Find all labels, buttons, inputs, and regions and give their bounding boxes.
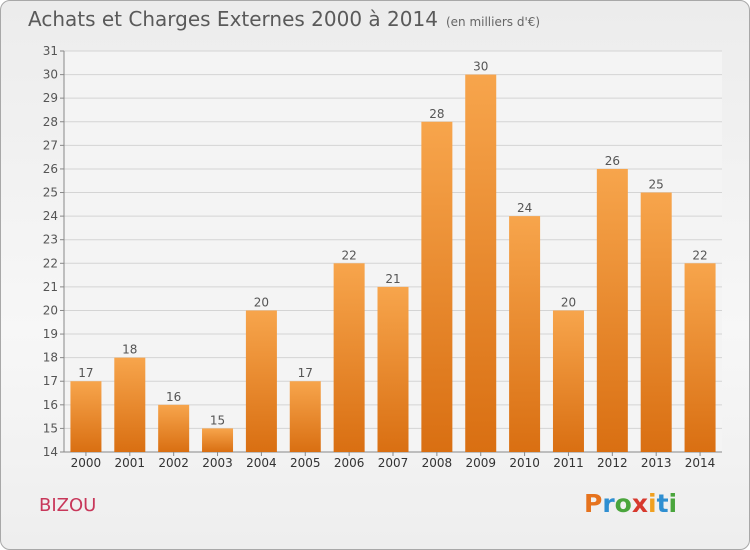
logo-letter: r	[602, 489, 615, 518]
data-label: 26	[605, 154, 620, 168]
y-tick-label: 25	[43, 186, 58, 200]
y-tick-label: 26	[43, 162, 58, 176]
y-tick-label: 23	[43, 233, 58, 247]
y-tick-label: 21	[43, 280, 58, 294]
data-label: 15	[210, 413, 225, 427]
chart-title: Achats et Charges Externes 2000 à 2014 (e…	[28, 7, 540, 31]
x-tick-label: 2010	[509, 456, 540, 470]
x-tick-label: 2014	[685, 456, 716, 470]
x-tick-label: 2000	[71, 456, 102, 470]
data-label: 24	[517, 201, 532, 215]
y-tick-label: 27	[43, 138, 58, 152]
y-tick-label: 20	[43, 303, 58, 317]
bar-2009	[465, 74, 497, 453]
y-tick-label: 22	[43, 256, 58, 270]
bar-2008	[421, 121, 453, 452]
logo-letter: i	[648, 489, 657, 518]
x-tick-label: 2007	[378, 456, 409, 470]
y-tick-label: 24	[43, 209, 58, 223]
logo-letter: P	[584, 489, 603, 518]
logo-letter: i	[668, 489, 678, 518]
x-tick-label: 2001	[115, 456, 146, 470]
data-label: 28	[429, 107, 444, 121]
data-label: 17	[78, 366, 93, 380]
data-label: 21	[385, 272, 400, 286]
bar-2002	[158, 404, 190, 452]
data-label: 16	[166, 390, 181, 404]
bar-2010	[509, 216, 541, 452]
x-tick-label: 2004	[246, 456, 277, 470]
x-tick-label: 2002	[158, 456, 189, 470]
bar-2013	[640, 192, 672, 452]
bar-2014	[684, 263, 716, 452]
bar-2003	[202, 428, 234, 452]
data-label: 20	[561, 295, 576, 309]
y-tick-label: 16	[43, 398, 58, 412]
logo-letter: o	[614, 489, 632, 518]
bar-2001	[114, 357, 146, 452]
data-label: 17	[298, 366, 313, 380]
y-tick-label: 19	[43, 327, 58, 341]
x-tick-label: 2013	[641, 456, 672, 470]
bar-2006	[333, 263, 365, 452]
y-tick-label: 31	[43, 44, 58, 58]
x-tick-label: 2011	[553, 456, 584, 470]
data-label: 18	[122, 343, 137, 357]
y-tick-label: 30	[43, 68, 58, 82]
chart-title-text: Achats et Charges Externes 2000 à 2014	[28, 7, 438, 31]
x-tick-label: 2008	[422, 456, 453, 470]
data-label: 22	[341, 248, 356, 262]
x-tick-label: 2003	[202, 456, 233, 470]
logo-letter: t	[656, 489, 669, 518]
y-tick-label: 18	[43, 351, 58, 365]
x-tick-label: 2005	[290, 456, 321, 470]
bar-2011	[552, 310, 584, 452]
data-label: 25	[649, 178, 664, 192]
chart-subtitle: (en milliers d'€)	[445, 15, 541, 29]
data-label: 20	[254, 295, 269, 309]
logo-letter: x	[631, 489, 648, 518]
bar-2005	[289, 381, 321, 452]
y-tick-label: 17	[43, 374, 58, 388]
bar-2007	[377, 286, 409, 452]
x-tick-label: 2009	[465, 456, 496, 470]
y-tick-label: 14	[43, 445, 58, 459]
bar-2000	[70, 381, 102, 452]
data-label: 22	[692, 248, 707, 262]
proxiti-logo: Proxiti	[584, 489, 677, 518]
y-tick-label: 15	[43, 421, 58, 435]
x-tick-label: 2006	[334, 456, 365, 470]
bar-2004	[245, 310, 277, 452]
bar-2012	[596, 168, 628, 453]
place-name: BIZOU	[39, 495, 97, 516]
y-tick-label: 28	[43, 115, 58, 129]
data-label: 30	[473, 60, 488, 74]
x-tick-label: 2012	[597, 456, 628, 470]
y-tick-label: 29	[43, 91, 58, 105]
